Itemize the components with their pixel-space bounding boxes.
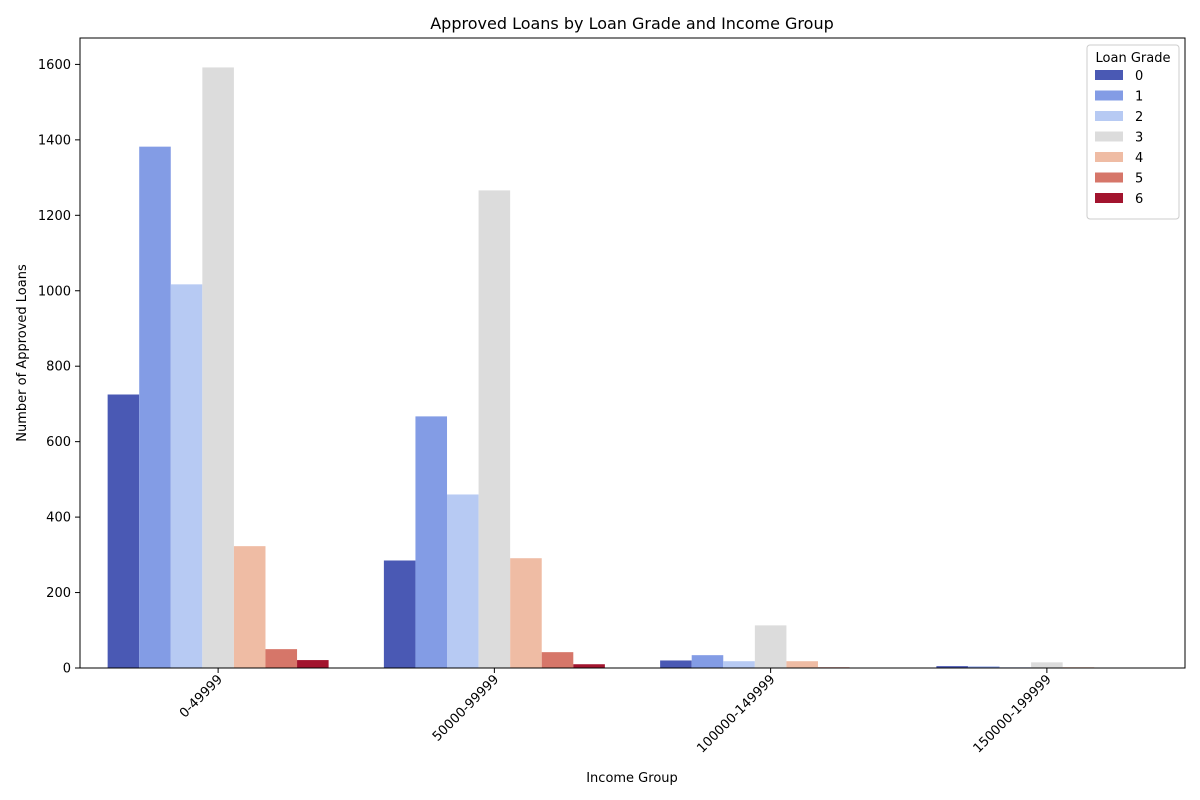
bar-0-49999-grade-1	[139, 146, 171, 668]
y-tick-label: 0	[63, 662, 71, 677]
bar-100000-149999-grade-2	[723, 661, 755, 668]
legend-title: Loan Grade	[1096, 51, 1171, 66]
y-tick-label: 1400	[38, 133, 71, 148]
bar-0-49999-grade-6	[297, 660, 329, 668]
x-tick-label: 150000-199999	[971, 672, 1055, 756]
y-tick-label: 800	[46, 360, 71, 375]
legend-swatch-grade-0	[1095, 70, 1123, 80]
bar-100000-149999-grade-0	[660, 660, 692, 668]
legend-label-grade-5: 5	[1135, 172, 1143, 187]
legend-swatch-grade-3	[1095, 131, 1123, 142]
plot-frame	[79, 37, 1186, 669]
legend: Loan Grade 0 1 2 3 4 5 6	[1086, 44, 1180, 220]
y-tick-label: 1200	[38, 209, 71, 224]
bar-0-49999-grade-2	[170, 284, 203, 668]
x-axis-label: Income Group	[586, 771, 678, 786]
bar-50000-99999-grade-3	[478, 190, 511, 668]
y-tick-label: 1000	[38, 284, 71, 299]
legend-swatch-grade-2	[1095, 111, 1123, 121]
y-tick-label: 600	[46, 435, 71, 450]
legend-label-grade-0: 0	[1135, 69, 1143, 84]
legend-label-grade-1: 1	[1135, 90, 1143, 105]
legend-label-grade-2: 2	[1135, 110, 1143, 125]
legend-label-grade-3: 3	[1135, 131, 1143, 146]
bar-50000-99999-grade-2	[447, 494, 479, 668]
y-tick-label: 1600	[38, 58, 71, 73]
bar-0-49999-grade-4	[233, 546, 266, 668]
bar-50000-99999-grade-5	[541, 652, 574, 668]
bar-100000-149999-grade-3	[754, 625, 787, 668]
y-tick-label: 200	[46, 586, 71, 601]
x-tick-label: 50000-99999	[430, 672, 502, 744]
legend-swatch-grade-6	[1095, 193, 1123, 203]
y-axis-label: Number of Approved Loans	[15, 264, 30, 442]
y-tick-label: 400	[46, 511, 71, 526]
bar-150000-199999-grade-3	[1031, 662, 1063, 668]
bar-150000-199999-grade-0	[936, 666, 968, 668]
legend-swatch-grade-5	[1095, 172, 1123, 183]
x-tick-label: 0-49999	[177, 672, 226, 721]
y-axis: 0 200 400 600 800 1000 1200 1400 1600	[38, 58, 80, 677]
plot-area	[107, 67, 1095, 669]
chart-title: Approved Loans by Loan Grade and Income …	[430, 14, 834, 33]
bar-50000-99999-grade-6	[573, 664, 605, 668]
bar-0-49999-grade-5	[265, 649, 298, 668]
bar-100000-149999-grade-4	[786, 661, 818, 668]
legend-swatch-grade-4	[1095, 152, 1123, 162]
bar-150000-199999-grade-1	[967, 666, 1000, 668]
bar-50000-99999-grade-1	[415, 416, 448, 668]
bar-0-49999-grade-0	[107, 394, 140, 668]
bar-100000-149999-grade-1	[691, 655, 724, 668]
legend-label-grade-4: 4	[1135, 151, 1143, 166]
bar-0-49999-grade-3	[202, 67, 234, 669]
bar-50000-99999-grade-4	[510, 558, 542, 668]
legend-label-grade-6: 6	[1135, 192, 1143, 207]
x-tick-label: 100000-149999	[694, 672, 778, 756]
legend-swatch-grade-1	[1095, 90, 1123, 101]
x-axis: 0-49999 50000-99999 100000-149999 150000-19…	[177, 668, 1055, 756]
bar-50000-99999-grade-0	[383, 560, 416, 668]
